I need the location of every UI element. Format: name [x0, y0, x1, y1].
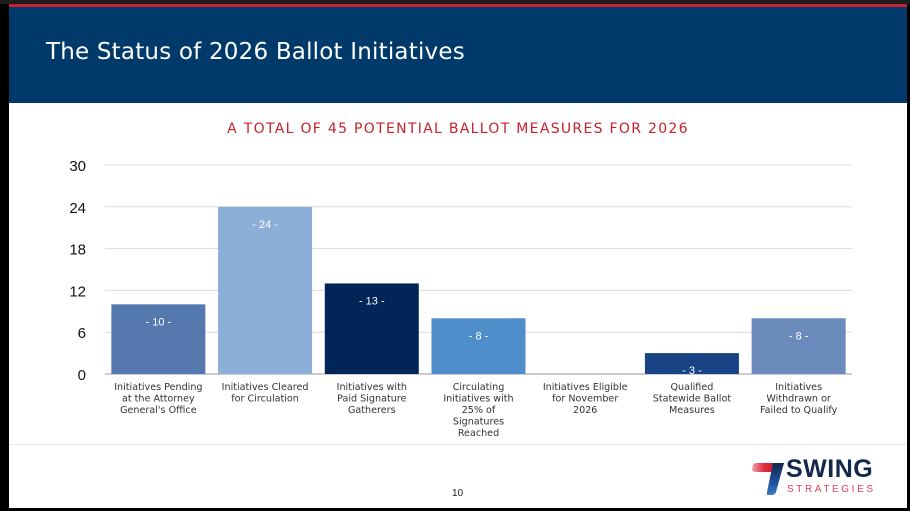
logo-primary-text: SWING [786, 455, 874, 483]
x-category-label: 25% of [462, 405, 496, 416]
x-category-label: Initiatives with [337, 382, 407, 393]
slide-title: The Status of 2026 Ballot Initiatives [46, 39, 465, 65]
y-tick-label: 12 [69, 283, 86, 300]
x-category-label: 2026 [573, 405, 597, 416]
x-category-label: Gatherers [348, 405, 396, 416]
bar-data-label: - 24 - [252, 219, 278, 231]
x-category-label: Initiatives with [443, 394, 513, 405]
x-category-label: Statewide Ballot [653, 394, 732, 405]
bar [324, 283, 419, 374]
bar-data-label: - 8 - [469, 330, 489, 342]
x-category-label: Initiatives Pending [114, 382, 202, 393]
window-top-bar [0, 0, 910, 4]
x-category-label: Qualified [670, 382, 713, 393]
x-category-label: Initiatives Eligible [543, 382, 628, 393]
y-tick-label: 0 [78, 367, 86, 384]
bar [111, 304, 206, 374]
page-number: 10 [452, 488, 464, 499]
chart-title: A TOTAL OF 45 POTENTIAL BALLOT MEASURES … [227, 121, 689, 137]
x-category-label: Withdrawn or [766, 394, 831, 405]
accent-line [9, 4, 907, 7]
swing-strategies-logo: SWING STRATEGIES [750, 455, 890, 499]
bar-data-label: - 10 - [146, 316, 172, 328]
y-tick-label: 30 [69, 158, 86, 175]
bar [431, 318, 526, 374]
y-tick-label: 24 [69, 200, 86, 217]
bar [644, 353, 739, 374]
logo-mark-icon [752, 463, 784, 495]
x-category-label: Paid Signature [337, 394, 406, 405]
slide: The Status of 2026 Ballot Initiatives A … [9, 4, 907, 508]
footer-divider [9, 444, 907, 445]
x-category-label: Failed to Qualify [760, 405, 838, 416]
x-category-label: for Circulation [231, 394, 299, 405]
x-category-label: Initiatives [775, 382, 822, 393]
y-tick-label: 18 [69, 242, 86, 259]
logo-secondary-text: STRATEGIES [787, 484, 876, 495]
x-category-label: Reached [458, 428, 499, 439]
x-category-label: at the Attorney [122, 394, 195, 405]
x-category-label: Signatures [453, 417, 504, 428]
bar [751, 318, 846, 374]
y-tick-label: 6 [78, 325, 86, 342]
slide-header: The Status of 2026 Ballot Initiatives [9, 7, 907, 103]
x-category-label: for November [552, 394, 618, 405]
x-category-label: Initiatives Cleared [222, 382, 309, 393]
bar [218, 206, 313, 374]
x-category-label: General's Office [120, 405, 197, 416]
bar-data-label: - 3 - [682, 365, 702, 377]
bar-data-label: - 13 - [359, 295, 385, 307]
x-category-label: Measures [669, 405, 715, 416]
bar-data-label: - 8 - [789, 330, 809, 342]
x-category-label: Circulating [453, 382, 505, 393]
